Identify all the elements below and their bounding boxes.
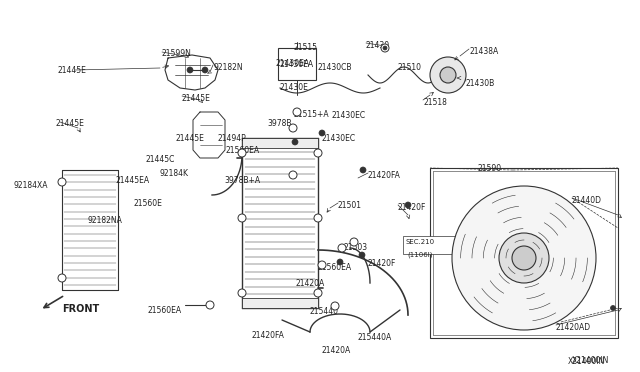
Text: 21430B: 21430B bbox=[466, 79, 495, 88]
Text: 21420AD: 21420AD bbox=[556, 323, 591, 332]
Text: 21445EA: 21445EA bbox=[115, 176, 149, 185]
Circle shape bbox=[440, 67, 456, 83]
Circle shape bbox=[206, 301, 214, 309]
Text: 3978B: 3978B bbox=[267, 119, 291, 128]
Text: 92182NA: 92182NA bbox=[88, 216, 123, 225]
Text: 21510: 21510 bbox=[398, 63, 422, 72]
Bar bbox=[430, 168, 618, 338]
Text: 92184XA: 92184XA bbox=[14, 181, 49, 190]
Text: SEC.210: SEC.210 bbox=[405, 239, 434, 245]
Text: 21560EA: 21560EA bbox=[225, 146, 259, 155]
Text: 21430EA: 21430EA bbox=[276, 59, 310, 68]
Circle shape bbox=[314, 149, 322, 157]
Circle shape bbox=[430, 57, 466, 93]
Text: 21430EC: 21430EC bbox=[332, 111, 366, 120]
Circle shape bbox=[338, 244, 346, 252]
Bar bbox=[242, 138, 318, 148]
Circle shape bbox=[383, 46, 387, 50]
Text: 21445C: 21445C bbox=[145, 155, 174, 164]
Text: 21518: 21518 bbox=[423, 98, 447, 107]
Circle shape bbox=[58, 178, 66, 186]
Text: FRONT: FRONT bbox=[62, 304, 99, 314]
Circle shape bbox=[318, 261, 326, 269]
Text: X21400IN: X21400IN bbox=[572, 356, 609, 365]
Text: 21420A: 21420A bbox=[322, 346, 351, 355]
Text: 21494P: 21494P bbox=[218, 134, 247, 143]
Text: 215440A: 215440A bbox=[358, 333, 392, 342]
Text: 21420FA: 21420FA bbox=[368, 171, 401, 180]
Bar bbox=[242, 298, 318, 308]
Text: 21430EA: 21430EA bbox=[280, 60, 314, 69]
Text: 21445E: 21445E bbox=[58, 66, 87, 75]
Text: 21501: 21501 bbox=[338, 201, 362, 210]
Text: 21438A: 21438A bbox=[469, 47, 499, 56]
Text: 21503: 21503 bbox=[344, 243, 368, 252]
Circle shape bbox=[499, 233, 549, 283]
Circle shape bbox=[238, 149, 246, 157]
Circle shape bbox=[238, 289, 246, 297]
Text: 21515: 21515 bbox=[294, 43, 318, 52]
Text: 21515+A: 21515+A bbox=[293, 110, 328, 119]
Circle shape bbox=[611, 305, 616, 311]
Text: X21400IN: X21400IN bbox=[568, 357, 605, 366]
Circle shape bbox=[238, 214, 246, 222]
Text: 92182N: 92182N bbox=[213, 63, 243, 72]
Circle shape bbox=[405, 202, 411, 208]
Circle shape bbox=[314, 289, 322, 297]
Circle shape bbox=[202, 67, 208, 73]
Text: 21420F: 21420F bbox=[367, 259, 396, 268]
Circle shape bbox=[314, 214, 322, 222]
Text: 21590: 21590 bbox=[478, 164, 502, 173]
Text: 21420F: 21420F bbox=[398, 203, 426, 212]
Text: 215440: 215440 bbox=[310, 307, 339, 316]
Circle shape bbox=[331, 302, 339, 310]
Bar bbox=[278, 48, 316, 80]
Text: 21560EA: 21560EA bbox=[317, 263, 351, 272]
Circle shape bbox=[360, 167, 366, 173]
Circle shape bbox=[359, 252, 365, 258]
Circle shape bbox=[58, 274, 66, 282]
Text: 21445E: 21445E bbox=[175, 134, 204, 143]
Text: 21440D: 21440D bbox=[572, 196, 602, 205]
Circle shape bbox=[452, 186, 596, 330]
Text: 21430E: 21430E bbox=[280, 83, 309, 92]
Circle shape bbox=[292, 139, 298, 145]
Circle shape bbox=[350, 238, 358, 246]
Circle shape bbox=[381, 44, 389, 52]
Circle shape bbox=[319, 130, 325, 136]
Text: 21420FA: 21420FA bbox=[252, 331, 285, 340]
Circle shape bbox=[187, 67, 193, 73]
Circle shape bbox=[289, 171, 297, 179]
Text: 21560E: 21560E bbox=[134, 199, 163, 208]
Text: 21430CB: 21430CB bbox=[317, 63, 351, 72]
Text: 21445E: 21445E bbox=[56, 119, 85, 128]
Bar bbox=[403, 236, 458, 254]
Circle shape bbox=[512, 246, 536, 270]
Text: 21420A: 21420A bbox=[295, 279, 324, 288]
Text: 21599N: 21599N bbox=[162, 49, 192, 58]
Text: 3978B+A: 3978B+A bbox=[224, 176, 260, 185]
Circle shape bbox=[337, 259, 343, 265]
Circle shape bbox=[289, 124, 297, 132]
Text: 21445E: 21445E bbox=[182, 94, 211, 103]
Text: 21430: 21430 bbox=[366, 41, 390, 50]
Text: 21430EC: 21430EC bbox=[322, 134, 356, 143]
Text: 92184K: 92184K bbox=[160, 169, 189, 178]
Text: 21560EA: 21560EA bbox=[148, 306, 182, 315]
Circle shape bbox=[293, 108, 301, 116]
Text: (1106I): (1106I) bbox=[407, 251, 433, 257]
